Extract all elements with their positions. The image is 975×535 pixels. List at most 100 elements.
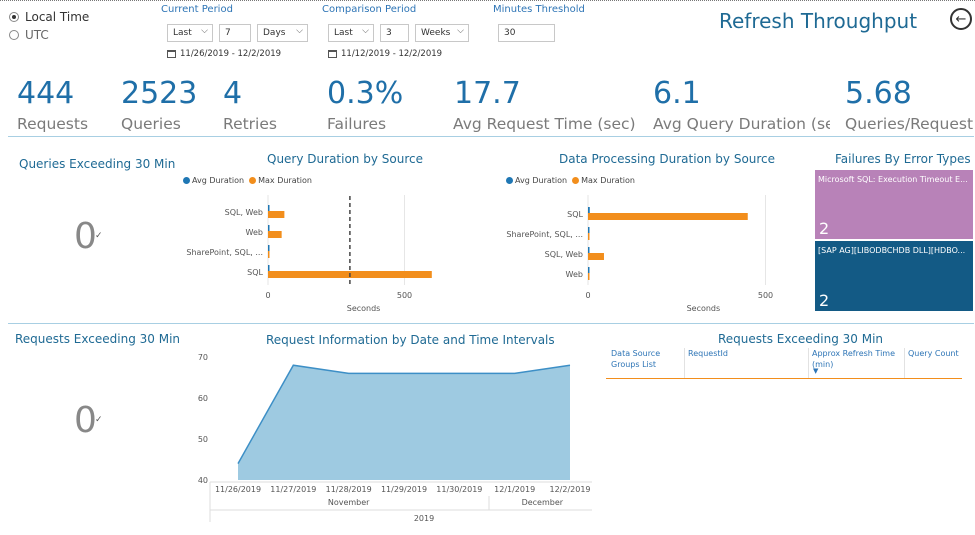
category-label: SQL, Web <box>225 208 263 217</box>
category-label: SQL, Web <box>545 250 583 259</box>
requests-table-title: Requests Exceeding 30 Min <box>718 332 884 346</box>
minutes-threshold-input[interactable]: 30 <box>498 24 555 42</box>
y-tick-label: 50 <box>198 435 208 444</box>
comparison-period-unit-select[interactable]: Weeks ⌵ <box>415 24 469 42</box>
max-duration-bar <box>268 231 282 238</box>
kpi-failures-label: Failures <box>327 115 387 133</box>
comparison-period-mode-select[interactable]: Last ⌵ <box>328 24 374 42</box>
current-period-mode-select[interactable]: Last ⌵ <box>167 24 213 42</box>
current-period-range: 11/26/2019 - 12/2/2019 <box>167 49 281 59</box>
max-duration-bar <box>588 273 590 280</box>
requests-exceeding-value: 0 <box>74 400 97 441</box>
category-label: SQL <box>247 268 263 277</box>
timezone-local-label: Local Time <box>25 10 90 24</box>
query-duration-chart: 0 500 SQL, Web Web SharePoint, SQL, ... SQL Se… <box>186 195 432 313</box>
avg-duration-bar <box>588 207 590 213</box>
x-tick-label: 12/2/2019 <box>549 485 590 494</box>
max-duration-bar <box>588 213 748 220</box>
column-separator <box>684 348 685 378</box>
x-tick-label: 0 <box>265 291 270 300</box>
col-header-data-source[interactable]: Data Source Groups List <box>611 349 661 369</box>
chevron-down-icon: ⌵ <box>457 26 464 36</box>
max-duration-bar <box>268 211 285 218</box>
x-tick-label: 11/26/2019 <box>215 485 261 494</box>
legend-avg-dot <box>183 177 190 184</box>
request-info-chart: 40 50 60 70 11/26/2019 11/27/2019 11/28/2019 11… <box>198 353 592 523</box>
category-label: Web <box>566 270 583 279</box>
max-duration-bar <box>588 253 604 260</box>
minutes-threshold-title: Minutes Threshold <box>493 4 585 15</box>
legend-avg-dot <box>506 177 513 184</box>
kpi-queries-per-request-value: 5.68 <box>845 76 912 111</box>
comparison-period-amount-input[interactable]: 3 <box>380 24 409 42</box>
avg-duration-bar <box>588 247 590 253</box>
kpi-queries-value: 2523 <box>121 76 198 111</box>
col-header-refresh-time[interactable]: Approx Refresh Time (min) <box>812 349 895 369</box>
treemap-tile-sap-hdbodbc[interactable]: [SAP AG][LIBODBCHDB DLL][HDBO... 2 <box>815 241 973 311</box>
x-tick-label: 500 <box>758 291 773 300</box>
kpi-queries-label: Queries <box>121 115 181 133</box>
comparison-period-range: 11/12/2019 - 12/2/2019 <box>328 49 442 59</box>
kpi-avg-query-duration-label: Avg Query Duration (sec <box>653 115 830 133</box>
avg-duration-bar <box>268 265 270 271</box>
section-divider <box>8 323 974 324</box>
col-header-query-count[interactable]: Query Count <box>908 349 959 358</box>
tile-label: [SAP AG][LIBODBCHDB DLL][HDBO... <box>818 246 966 255</box>
kpi-retries-label: Retries <box>223 115 277 133</box>
year-label: 2019 <box>414 514 434 523</box>
category-label: SharePoint, SQL, ... <box>506 230 583 239</box>
current-period-amount-input[interactable]: 7 <box>219 24 251 42</box>
legend-avg-label: Avg Duration <box>515 176 568 185</box>
checkmark-icon: ✓ <box>95 415 103 425</box>
top-border <box>0 0 975 2</box>
checkmark-icon: ✓ <box>95 231 103 241</box>
legend-avg-label: Avg Duration <box>192 176 245 185</box>
y-tick-label: 40 <box>198 476 208 485</box>
page-title: Refresh Throughput <box>719 9 918 33</box>
timezone-local-option[interactable]: Local Time <box>9 9 89 25</box>
chevron-down-icon: ⌵ <box>296 26 303 36</box>
legend-max-dot <box>249 177 257 184</box>
kpi-avg-request-time-label: Avg Request Time (sec) <box>453 115 636 133</box>
back-arrow-icon[interactable]: ← <box>950 8 972 30</box>
month-label: November <box>328 498 370 507</box>
y-tick-label: 60 <box>198 394 208 403</box>
avg-duration-bar <box>268 225 270 231</box>
treemap-tile-sql-timeout[interactable]: Microsoft SQL: Execution Timeout E... 2 <box>815 170 973 239</box>
month-label: December <box>522 498 564 507</box>
timezone-utc-option[interactable]: UTC <box>9 27 89 43</box>
legend-max-dot <box>572 177 580 184</box>
x-tick-label: 11/30/2019 <box>436 485 482 494</box>
queries-exceeding-value: 0 <box>74 216 97 257</box>
column-separator <box>904 348 905 378</box>
kpi-failures-value: 0.3% <box>327 76 404 111</box>
avg-duration-bar <box>588 267 590 273</box>
category-label: Web <box>246 228 263 237</box>
col-header-request-id[interactable]: RequestId <box>688 349 728 358</box>
max-duration-bar <box>588 233 590 240</box>
chevron-down-icon: ⌵ <box>362 26 369 36</box>
timezone-utc-label: UTC <box>25 28 49 42</box>
section-divider <box>8 136 974 137</box>
comparison-period-title: Comparison Period <box>322 4 417 15</box>
x-tick-label: 500 <box>397 291 412 300</box>
comparison-period-unit-value: Weeks <box>421 28 451 38</box>
radio-selected-icon <box>9 12 19 22</box>
x-axis-title: Seconds <box>687 304 721 313</box>
current-period-unit-select[interactable]: Days ⌵ <box>257 24 308 42</box>
x-tick-label: 0 <box>585 291 590 300</box>
kpi-retries-value: 4 <box>223 76 243 111</box>
category-label: SQL <box>567 210 583 219</box>
query-duration-legend: Avg Duration Max Duration <box>183 176 312 185</box>
queries-exceeding-title: Queries Exceeding 30 Min <box>19 157 176 171</box>
data-processing-legend: Avg Duration Max Duration <box>506 176 635 185</box>
calendar-icon <box>328 50 337 58</box>
kpi-requests-value: 444 <box>17 76 75 111</box>
kpi-avg-request-time-value: 17.7 <box>454 76 521 111</box>
kpi-requests-label: Requests <box>17 115 89 133</box>
tile-value: 2 <box>819 291 830 310</box>
tile-label: Microsoft SQL: Execution Timeout E... <box>818 175 968 184</box>
calendar-icon <box>167 50 176 58</box>
chevron-down-icon: ⌵ <box>201 26 208 36</box>
requests-area <box>238 365 570 480</box>
